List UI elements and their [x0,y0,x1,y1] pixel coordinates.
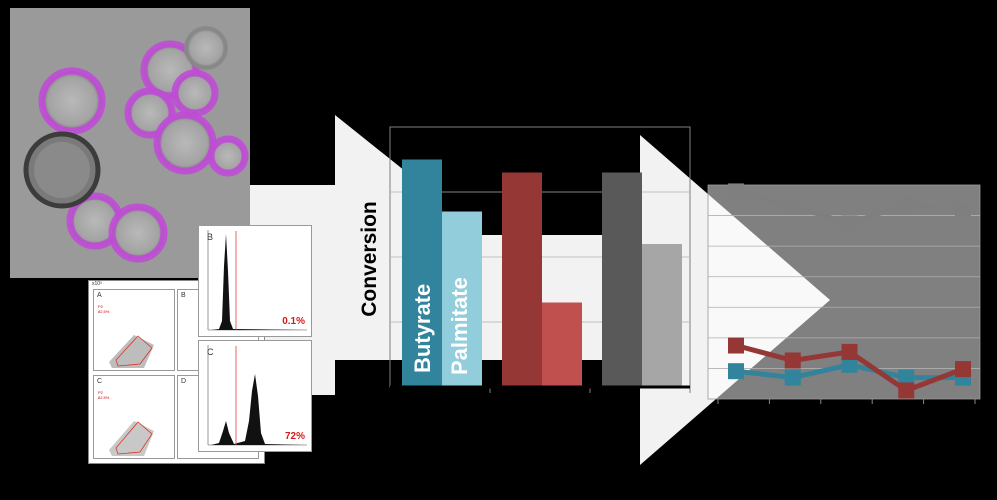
scatter-panel-label: B [181,292,186,299]
bar [542,302,582,387]
line-chart [707,183,981,404]
histogram-percent: 0.1% [282,316,305,327]
series-point [898,196,915,213]
histogram-plot [207,345,307,446]
histogram-b: B 0.1% [198,225,312,337]
bar-label-butyrate: Butyrate [410,283,435,373]
series-point [841,215,858,232]
bar-chart [389,126,691,393]
bar [442,211,482,387]
scatter-panel-label: A [97,292,102,299]
scatter-plot [109,421,154,456]
gate-text: P2 82.5% [98,304,110,314]
scatter-plot [109,335,154,368]
scatter-panel-label: D [181,378,187,385]
scatter-panel-a: A P2 82.5% [93,289,175,371]
histogram-label: B [207,232,214,242]
histogram-percent: 72% [284,431,305,442]
series-point [784,369,801,386]
scatter-axis-tag: x10³ [92,281,102,287]
bar-label-palmitate: Palmitate [447,277,472,375]
series-point [898,369,915,386]
histogram-label: C [207,347,214,357]
series-point [955,202,971,219]
scatter-panel-label: C [97,378,103,385]
bar [402,159,442,387]
histogram-c: C 72% [198,340,312,452]
series-point [728,183,744,200]
histogram-plot [207,230,307,331]
scatter-panel-c: C P2 82.5% [93,375,175,459]
series-point [841,343,858,360]
series-point [841,356,858,373]
gate-text: P2 82.5% [98,390,110,400]
series-point [898,382,915,399]
series-point [955,361,971,378]
bar [602,172,642,387]
series-point [784,198,801,215]
series-point [784,352,801,369]
bar [502,172,542,387]
bar [642,244,682,387]
series-point [728,363,744,380]
series-point [728,337,744,354]
